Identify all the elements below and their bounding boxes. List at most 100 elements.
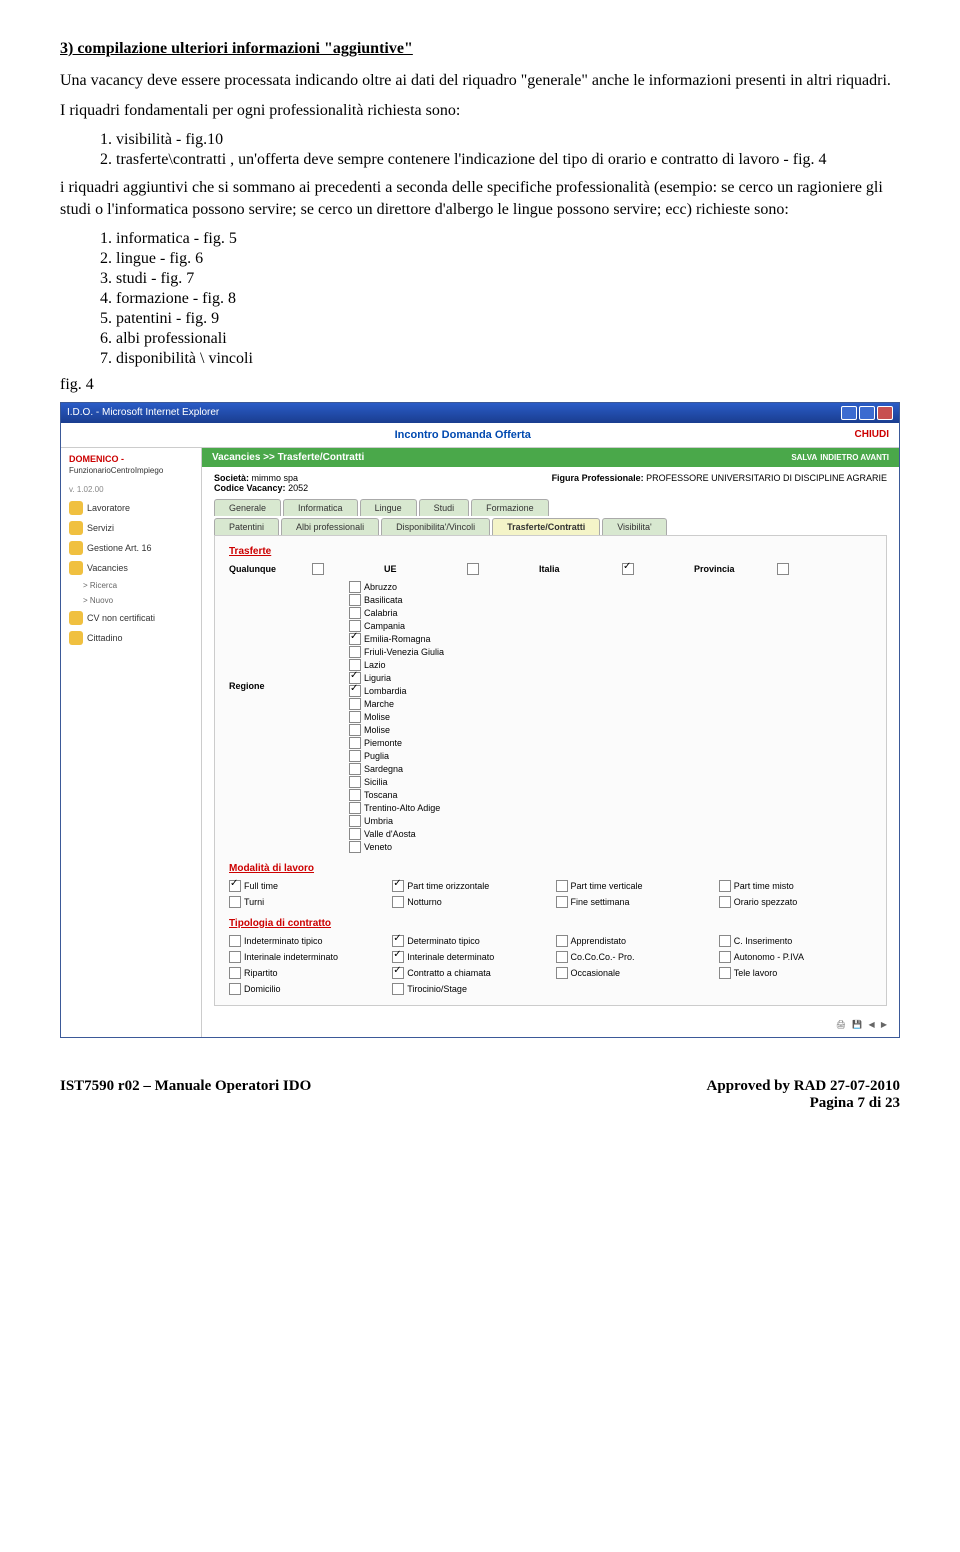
checkbox-icon (392, 896, 404, 908)
checkbox-item[interactable]: Fine settimana (556, 896, 709, 908)
tab[interactable]: Trasferte/Contratti (492, 518, 600, 535)
regione-label: Trentino-Alto Adige (364, 803, 440, 813)
regione-check[interactable]: Toscana (349, 789, 444, 801)
regione-check[interactable]: Sardegna (349, 763, 444, 775)
checkbox-label: Part time orizzontale (407, 881, 489, 891)
close-link[interactable]: CHIUDI (855, 429, 889, 441)
regione-check[interactable]: Basilicata (349, 594, 444, 606)
checkbox-item[interactable]: Occasionale (556, 967, 709, 979)
checkbox-item[interactable]: Determinato tipico (392, 935, 545, 947)
italia-check[interactable]: Italia (539, 563, 634, 575)
societa-label: Società: (214, 473, 249, 483)
forward-icon[interactable]: ▶ (881, 1020, 887, 1029)
sidebar-item[interactable]: > Ricerca (61, 578, 201, 593)
checkbox-item[interactable]: Ripartito (229, 967, 382, 979)
close-icon[interactable] (877, 406, 893, 420)
checkbox-icon (349, 646, 361, 658)
paragraph: i riquadri aggiuntivi che si sommano ai … (60, 177, 900, 222)
sidebar-item[interactable]: CV non certificati (61, 608, 201, 628)
regione-check[interactable]: Piemonte (349, 737, 444, 749)
regione-check[interactable]: Molise (349, 711, 444, 723)
sidebar-icon (69, 631, 83, 645)
checkbox-item[interactable]: Tele lavoro (719, 967, 872, 979)
provincia-check[interactable]: Provincia (694, 563, 789, 575)
regione-check[interactable]: Umbria (349, 815, 444, 827)
checkbox-item[interactable]: Part time verticale (556, 880, 709, 892)
checkbox-item[interactable]: Turni (229, 896, 382, 908)
tab[interactable]: Generale (214, 499, 281, 516)
regione-check[interactable]: Sicilia (349, 776, 444, 788)
window-controls[interactable] (841, 406, 893, 420)
sidebar-role: FunzionarioCentroImpiego (61, 466, 201, 481)
regione-check[interactable]: Trentino-Alto Adige (349, 802, 444, 814)
print-icon[interactable]: 🖨 (836, 1020, 846, 1029)
regione-check[interactable]: Lombardia (349, 685, 444, 697)
maximize-icon[interactable] (859, 406, 875, 420)
sidebar-item[interactable]: Gestione Art. 16 (61, 538, 201, 558)
list-item: 2. trasferte\contratti , un'offerta deve… (100, 151, 900, 169)
save-button[interactable]: SALVA (791, 453, 817, 462)
checkbox-item[interactable]: Notturno (392, 896, 545, 908)
checkbox-icon (349, 789, 361, 801)
checkbox-item[interactable]: C. Inserimento (719, 935, 872, 947)
codice-label: Codice Vacancy: (214, 483, 286, 493)
regione-check[interactable]: Campania (349, 620, 444, 632)
checkbox-icon (229, 880, 241, 892)
checkbox-item[interactable]: Tirocinio/Stage (392, 983, 545, 995)
checkbox-icon (392, 951, 404, 963)
regione-check[interactable]: Valle d'Aosta (349, 828, 444, 840)
regione-check[interactable]: Puglia (349, 750, 444, 762)
tab[interactable]: Lingue (360, 499, 417, 516)
list-item: 4. formazione - fig. 8 (100, 290, 900, 308)
sidebar-item[interactable]: Servizi (61, 518, 201, 538)
regione-check[interactable]: Calabria (349, 607, 444, 619)
regione-check[interactable]: Liguria (349, 672, 444, 684)
checkbox-item[interactable]: Part time orizzontale (392, 880, 545, 892)
regione-check[interactable]: Abruzzo (349, 581, 444, 593)
checkbox-item[interactable]: Apprendistato (556, 935, 709, 947)
checkbox-item[interactable]: Part time misto (719, 880, 872, 892)
checkbox-item[interactable]: Orario spezzato (719, 896, 872, 908)
checkbox-label: Tele lavoro (734, 968, 778, 978)
tab[interactable]: Disponibilita'/Vincoli (381, 518, 490, 535)
sidebar-item[interactable]: Vacancies (61, 558, 201, 578)
tab[interactable]: Visibilita' (602, 518, 667, 535)
minimize-icon[interactable] (841, 406, 857, 420)
regione-check[interactable]: Emilia-Romagna (349, 633, 444, 645)
regione-label: Liguria (364, 673, 391, 683)
checkbox-item[interactable]: Domicilio (229, 983, 382, 995)
sidebar-item[interactable]: Lavoratore (61, 498, 201, 518)
checkbox-label: Ripartito (244, 968, 278, 978)
tab[interactable]: Albi professionali (281, 518, 379, 535)
regione-check[interactable]: Veneto (349, 841, 444, 853)
sidebar-item[interactable]: Cittadino (61, 628, 201, 648)
regione-check[interactable]: Lazio (349, 659, 444, 671)
list-item: 2. lingue - fig. 6 (100, 250, 900, 268)
regione-check[interactable]: Molise (349, 724, 444, 736)
ue-check[interactable]: UE (384, 563, 479, 575)
checkbox-item[interactable]: Co.Co.Co.- Pro. (556, 951, 709, 963)
checkbox-item[interactable]: Autonomo - P.IVA (719, 951, 872, 963)
checkbox-item[interactable]: Interinale indeterminato (229, 951, 382, 963)
checkbox-icon (719, 935, 731, 947)
figura-value: PROFESSORE UNIVERSITARIO DI DISCIPLINE A… (646, 473, 887, 483)
tab[interactable]: Patentini (214, 518, 279, 535)
tab[interactable]: Formazione (471, 499, 549, 516)
checkbox-icon (392, 880, 404, 892)
checkbox-label: Turni (244, 897, 264, 907)
checkbox-item[interactable]: Indeterminato tipico (229, 935, 382, 947)
sidebar-item[interactable]: > Nuovo (61, 593, 201, 608)
regione-check[interactable]: Friuli-Venezia Giulia (349, 646, 444, 658)
back-icon[interactable]: ◀ (868, 1020, 874, 1029)
checkbox-item[interactable]: Contratto a chiamata (392, 967, 545, 979)
tab[interactable]: Informatica (283, 499, 358, 516)
checkbox-item[interactable]: Interinale determinato (392, 951, 545, 963)
nav-buttons[interactable]: INDIETRO AVANTI (820, 453, 889, 462)
tab[interactable]: Studi (419, 499, 470, 516)
qualunque-check[interactable]: Qualunque (229, 563, 324, 575)
checkbox-icon (719, 896, 731, 908)
save-icon[interactable]: 💾 (852, 1020, 862, 1029)
regione-label: Umbria (364, 816, 393, 826)
regione-check[interactable]: Marche (349, 698, 444, 710)
checkbox-item[interactable]: Full time (229, 880, 382, 892)
